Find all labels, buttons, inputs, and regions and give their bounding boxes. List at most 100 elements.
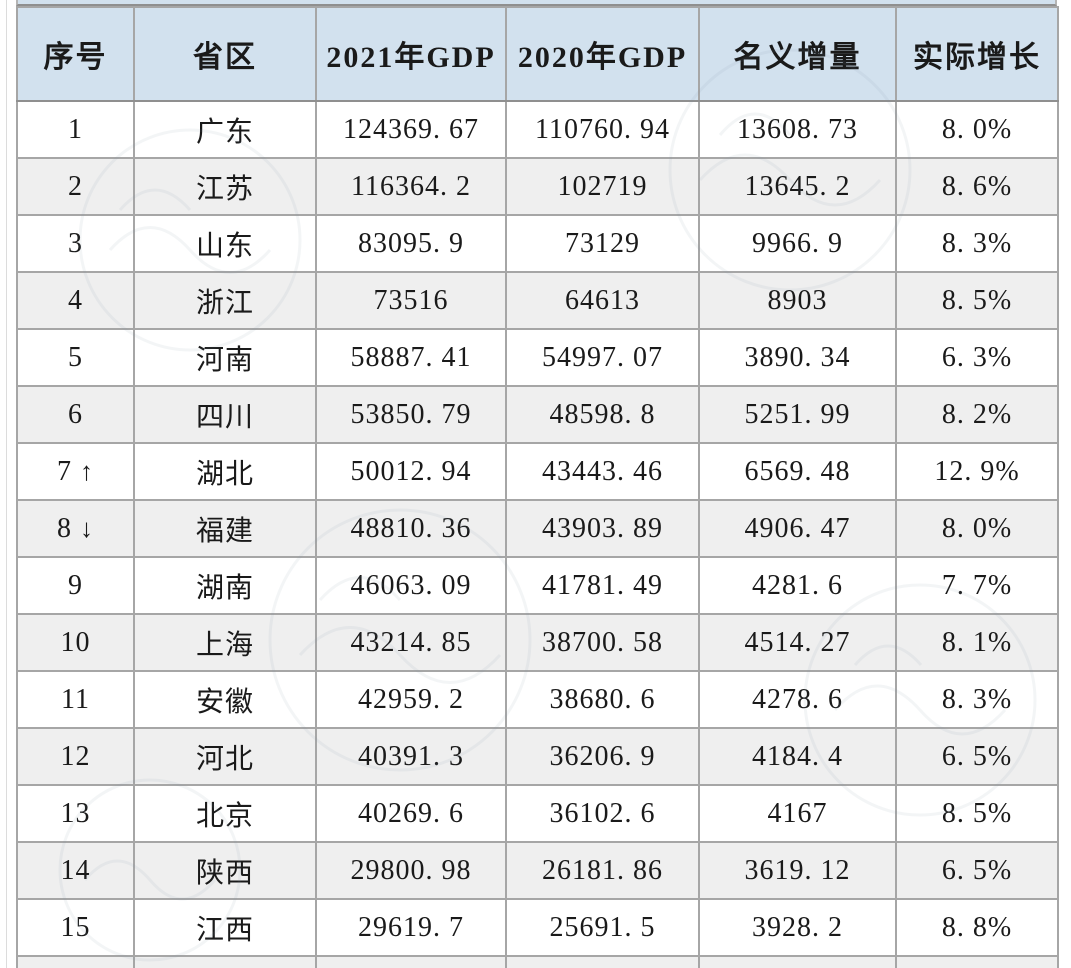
table-row: 14 陕西 29800. 98 26181. 86 3619. 12 6. 5% bbox=[16, 841, 1059, 900]
cropped-bottom-row bbox=[16, 955, 1059, 968]
cell-province: 湖南 bbox=[133, 556, 317, 615]
table-row: 15 江西 29619. 7 25691. 5 3928. 2 8. 8% bbox=[16, 898, 1059, 957]
cell-gdp-2020: 38680. 6 bbox=[505, 670, 700, 729]
cell-province: 陕西 bbox=[133, 841, 317, 900]
cell-gdp-2021: 53850. 79 bbox=[315, 385, 507, 444]
cell-rank: 11 bbox=[16, 670, 135, 729]
table-row: 3 山东 83095. 9 73129 9966. 9 8. 3% bbox=[16, 214, 1059, 273]
cell-province: 四川 bbox=[133, 385, 317, 444]
cell-nominal-increase: 8903 bbox=[698, 271, 897, 330]
cell-nominal-increase: 4281. 6 bbox=[698, 556, 897, 615]
cell-gdp-2021: 29800. 98 bbox=[315, 841, 507, 900]
cell-gdp-2020: 43443. 46 bbox=[505, 442, 700, 501]
cell-real-growth: 8. 5% bbox=[895, 271, 1059, 330]
cell-rank: 3 bbox=[16, 214, 135, 273]
cell-gdp-2020: 25691. 5 bbox=[505, 898, 700, 957]
cell-gdp-2020: 43903. 89 bbox=[505, 499, 700, 558]
table-row: 10 上海 43214. 85 38700. 58 4514. 27 8. 1% bbox=[16, 613, 1059, 672]
cell-rank: 6 bbox=[16, 385, 135, 444]
cell-rank: 7 ↑ bbox=[16, 442, 135, 501]
col-header-real-growth: 实际增长 bbox=[895, 6, 1059, 102]
cell-nominal-increase: 4906. 47 bbox=[698, 499, 897, 558]
rank-down-icon: ↓ bbox=[80, 513, 94, 543]
cropped-row-sliver bbox=[16, 0, 1057, 6]
cell-gdp-2021: 43214. 85 bbox=[315, 613, 507, 672]
cell-nominal-increase: 13645. 2 bbox=[698, 157, 897, 216]
table-row: 5 河南 58887. 41 54997. 07 3890. 34 6. 3% bbox=[16, 328, 1059, 387]
cell-gdp-2020: 26181. 86 bbox=[505, 841, 700, 900]
cell-gdp-2020: 102719 bbox=[505, 157, 700, 216]
table-row: 1 广东 124369. 67 110760. 94 13608. 73 8. 0% bbox=[16, 100, 1059, 159]
left-edge-line bbox=[6, 0, 7, 968]
empty-cell bbox=[505, 955, 700, 968]
cell-gdp-2020: 73129 bbox=[505, 214, 700, 273]
table-row: 4 浙江 73516 64613 8903 8. 5% bbox=[16, 271, 1059, 330]
empty-cell bbox=[895, 955, 1059, 968]
cell-province: 北京 bbox=[133, 784, 317, 843]
gdp-table: 序号 省区 2021年GDP 2020年GDP 名义增量 实际增长 1 广东 124… bbox=[16, 6, 1059, 968]
cell-real-growth: 6. 5% bbox=[895, 727, 1059, 786]
cell-rank: 5 bbox=[16, 328, 135, 387]
cell-province: 山东 bbox=[133, 214, 317, 273]
cell-gdp-2021: 29619. 7 bbox=[315, 898, 507, 957]
cell-gdp-2021: 124369. 67 bbox=[315, 100, 507, 159]
cell-real-growth: 8. 0% bbox=[895, 100, 1059, 159]
cell-province: 江西 bbox=[133, 898, 317, 957]
cell-gdp-2021: 58887. 41 bbox=[315, 328, 507, 387]
cell-rank: 4 bbox=[16, 271, 135, 330]
cell-real-growth: 8. 3% bbox=[895, 670, 1059, 729]
cell-real-growth: 7. 7% bbox=[895, 556, 1059, 615]
cell-gdp-2020: 36206. 9 bbox=[505, 727, 700, 786]
table-row: 8 ↓ 福建 48810. 36 43903. 89 4906. 47 8. 0% bbox=[16, 499, 1059, 558]
cell-real-growth: 8. 5% bbox=[895, 784, 1059, 843]
cell-nominal-increase: 6569. 48 bbox=[698, 442, 897, 501]
table-row: 11 安徽 42959. 2 38680. 6 4278. 6 8. 3% bbox=[16, 670, 1059, 729]
cell-province: 安徽 bbox=[133, 670, 317, 729]
cell-province: 河南 bbox=[133, 328, 317, 387]
table-wrap: 序号 省区 2021年GDP 2020年GDP 名义增量 实际增长 1 广东 124… bbox=[16, 0, 1059, 968]
cell-real-growth: 8. 8% bbox=[895, 898, 1059, 957]
cell-gdp-2021: 40391. 3 bbox=[315, 727, 507, 786]
cell-rank: 12 bbox=[16, 727, 135, 786]
cell-province: 湖北 bbox=[133, 442, 317, 501]
cell-rank: 14 bbox=[16, 841, 135, 900]
table-row: 13 北京 40269. 6 36102. 6 4167 8. 5% bbox=[16, 784, 1059, 843]
cell-gdp-2021: 40269. 6 bbox=[315, 784, 507, 843]
cell-province: 浙江 bbox=[133, 271, 317, 330]
cell-rank: 1 bbox=[16, 100, 135, 159]
cell-province: 广东 bbox=[133, 100, 317, 159]
cell-rank: 9 bbox=[16, 556, 135, 615]
col-header-gdp-2020: 2020年GDP bbox=[505, 6, 700, 102]
cell-nominal-increase: 4514. 27 bbox=[698, 613, 897, 672]
cell-gdp-2021: 116364. 2 bbox=[315, 157, 507, 216]
cell-rank: 2 bbox=[16, 157, 135, 216]
cell-gdp-2020: 41781. 49 bbox=[505, 556, 700, 615]
cell-province: 上海 bbox=[133, 613, 317, 672]
cell-gdp-2021: 42959. 2 bbox=[315, 670, 507, 729]
cell-real-growth: 6. 5% bbox=[895, 841, 1059, 900]
cell-rank: 8 ↓ bbox=[16, 499, 135, 558]
table-row: 6 四川 53850. 79 48598. 8 5251. 99 8. 2% bbox=[16, 385, 1059, 444]
cell-rank: 13 bbox=[16, 784, 135, 843]
cell-rank: 10 bbox=[16, 613, 135, 672]
empty-cell bbox=[698, 955, 897, 968]
cell-real-growth: 8. 6% bbox=[895, 157, 1059, 216]
cell-gdp-2020: 64613 bbox=[505, 271, 700, 330]
cell-province: 河北 bbox=[133, 727, 317, 786]
cell-gdp-2021: 48810. 36 bbox=[315, 499, 507, 558]
cell-real-growth: 8. 0% bbox=[895, 499, 1059, 558]
rank-up-icon: ↑ bbox=[80, 456, 94, 486]
cell-real-growth: 8. 2% bbox=[895, 385, 1059, 444]
table-header: 序号 省区 2021年GDP 2020年GDP 名义增量 实际增长 bbox=[16, 6, 1059, 102]
cell-real-growth: 12. 9% bbox=[895, 442, 1059, 501]
table-row: 12 河北 40391. 3 36206. 9 4184. 4 6. 5% bbox=[16, 727, 1059, 786]
header-row: 序号 省区 2021年GDP 2020年GDP 名义增量 实际增长 bbox=[16, 6, 1059, 102]
empty-cell bbox=[16, 955, 135, 968]
cell-nominal-increase: 3890. 34 bbox=[698, 328, 897, 387]
table-row: 2 江苏 116364. 2 102719 13645. 2 8. 6% bbox=[16, 157, 1059, 216]
cell-gdp-2021: 83095. 9 bbox=[315, 214, 507, 273]
table-body: 1 广东 124369. 67 110760. 94 13608. 73 8. 0% 2 江苏… bbox=[16, 100, 1059, 968]
table-row: 9 湖南 46063. 09 41781. 49 4281. 6 7. 7% bbox=[16, 556, 1059, 615]
cell-real-growth: 8. 3% bbox=[895, 214, 1059, 273]
